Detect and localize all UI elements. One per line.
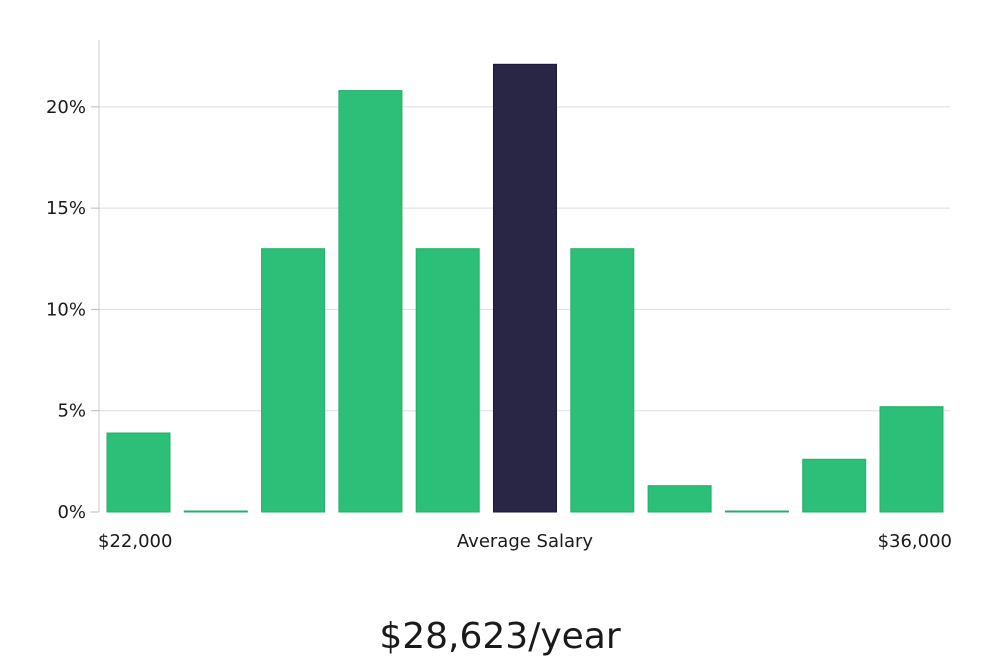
y-tick-label: 20% (46, 97, 86, 118)
bar (570, 248, 635, 513)
x-label-right: $36,000 (878, 531, 952, 552)
bars (106, 63, 944, 513)
bar (338, 90, 403, 513)
bar (106, 432, 171, 513)
bar (261, 248, 326, 513)
y-tick-label: 0% (57, 502, 86, 523)
bar (183, 510, 248, 513)
bar (647, 485, 712, 513)
y-tick-label: 15% (46, 198, 86, 219)
bar (802, 458, 867, 513)
y-tick-label: 10% (46, 299, 86, 320)
bar (879, 406, 944, 513)
x-label-center: Average Salary (457, 531, 594, 552)
bar (415, 248, 480, 513)
average-salary-value: $28,623/year (379, 616, 621, 657)
bar-average-salary (493, 63, 557, 513)
y-axis-ticks: 0% 5% 10% 15% 20% (46, 97, 99, 523)
y-tick-label: 5% (57, 401, 86, 422)
bar (724, 510, 789, 513)
x-label-left: $22,000 (98, 531, 172, 552)
